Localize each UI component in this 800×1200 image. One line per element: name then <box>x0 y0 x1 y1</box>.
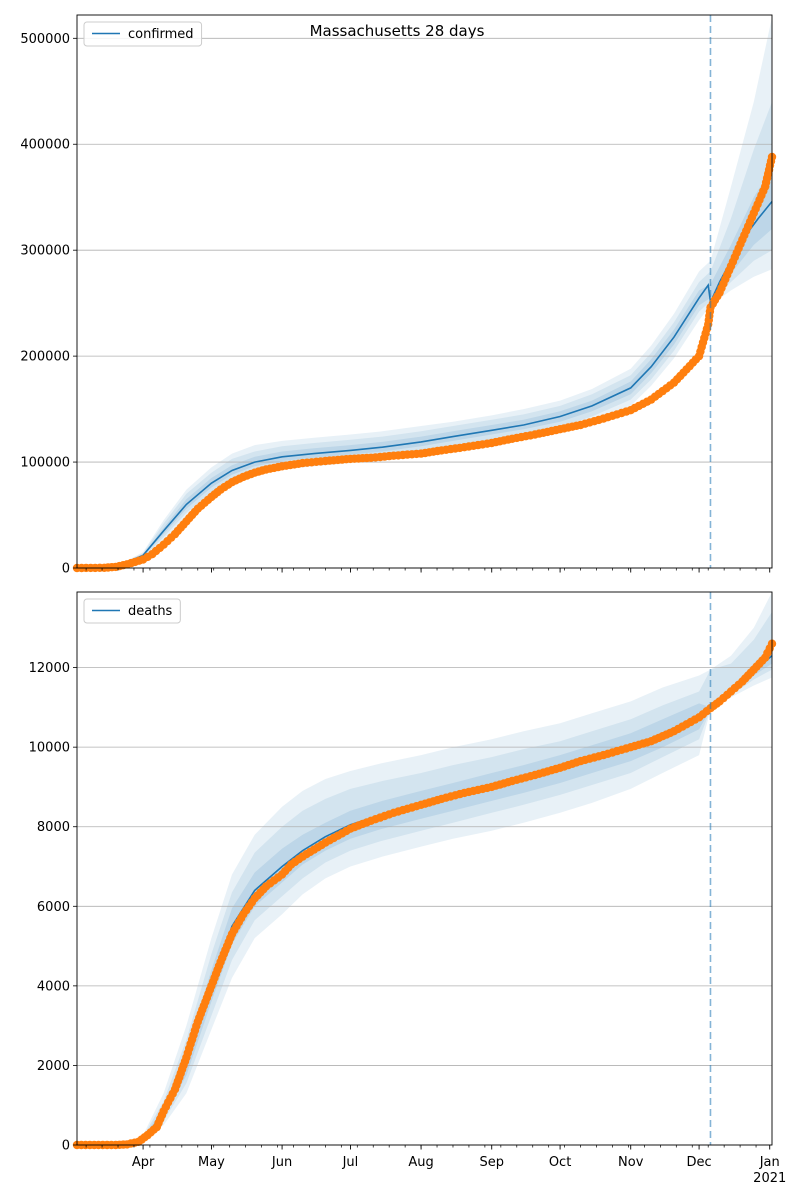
confirmed-y-tick-label: 100000 <box>20 456 70 471</box>
deaths-x-tick-label: Sep <box>479 1155 504 1170</box>
confirmed-y-tick-label: 0 <box>62 562 70 577</box>
deaths-x-tick-label: Jan <box>759 1155 780 1170</box>
deaths-x-tick-label: Jul <box>342 1155 359 1170</box>
confirmed-y-axis: 0 100000 200000 300000 400000 500000 <box>20 32 77 577</box>
deaths-x-tick-label: Nov <box>618 1155 644 1170</box>
confirmed-band-3 <box>77 167 772 568</box>
confirmed-y-tick-label: 500000 <box>20 32 70 47</box>
confirmed-panel: 0 100000 200000 300000 400000 500000 confirme… <box>20 14 777 577</box>
confirmed-uncertainty-bands <box>77 17 772 569</box>
confirmed-model-line <box>76 200 773 569</box>
deaths-y-tick-label: 6000 <box>37 900 70 915</box>
deaths-uncertainty-bands <box>77 592 772 1145</box>
confirmed-y-tick-label: 300000 <box>20 244 70 259</box>
deaths-observed-points <box>72 639 777 1150</box>
deaths-y-tick-label: 2000 <box>37 1059 70 1074</box>
deaths-y-axis: 0 2000 4000 6000 8000 10000 12000 <box>29 661 77 1154</box>
confirmed-axes-frame <box>76 14 773 569</box>
deaths-y-tick-label: 10000 <box>29 741 70 756</box>
deaths-axes-border <box>76 591 773 1146</box>
deaths-x-tick-label: Oct <box>549 1155 571 1170</box>
confirmed-model-curve <box>76 200 773 569</box>
deaths-panel: 0 2000 4000 6000 8000 10000 12000 Apr May Jun Jul… <box>29 591 786 1186</box>
confirmed-axes-border <box>76 14 773 569</box>
deaths-axes-frame <box>76 591 773 1146</box>
deaths-x-tick-label: Dec <box>687 1155 712 1170</box>
confirmed-observed-points <box>72 152 777 573</box>
deaths-band-1 <box>77 592 772 1145</box>
deaths-y-tick-label: 4000 <box>37 979 70 994</box>
confirmed-legend-label: confirmed <box>128 27 194 42</box>
deaths-legend-label: deaths <box>128 604 173 619</box>
confirmed-y-tick-label: 400000 <box>20 138 70 153</box>
confirmed-grid <box>77 37 772 569</box>
confirmed-y-tick-label: 200000 <box>20 350 70 365</box>
confirmed-band-1 <box>77 17 772 569</box>
deaths-x-tick-label: Aug <box>408 1155 433 1170</box>
deaths-y-tick-label: 12000 <box>29 661 70 676</box>
deaths-legend: deaths <box>83 598 181 624</box>
confirmed-x-axis <box>85 568 771 573</box>
deaths-x-tick-label: Apr <box>132 1155 155 1170</box>
deaths-x-year-label: 2021 <box>753 1171 786 1186</box>
deaths-x-tick-label: May <box>198 1155 225 1170</box>
deaths-band-2 <box>77 611 772 1145</box>
confirmed-legend-box <box>83 21 203 47</box>
confirmed-legend: confirmed <box>83 21 203 47</box>
deaths-y-tick-label: 8000 <box>37 820 70 835</box>
deaths-y-tick-label: 0 <box>62 1139 70 1154</box>
deaths-legend-box <box>83 598 181 624</box>
deaths-x-tick-label: Jun <box>271 1155 292 1170</box>
figure-title: Massachusetts 28 days <box>310 22 485 40</box>
